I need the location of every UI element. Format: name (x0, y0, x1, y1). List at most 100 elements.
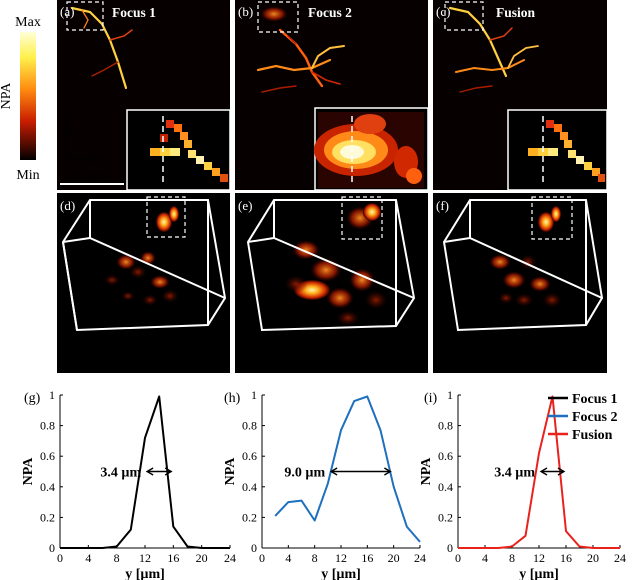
chart-g-y-tick-label: 0.2 (40, 510, 55, 524)
panel-f-roi-box (531, 196, 573, 240)
panel-f: (f) (433, 193, 607, 373)
panel-b-inset (314, 107, 429, 191)
chart-g-x-tick-label: 16 (167, 551, 179, 565)
panel-d-background (57, 193, 230, 373)
panel-f-cloud (489, 206, 562, 308)
chart-h-x-label: y [µm] (321, 567, 361, 580)
panel-c-letter: (c) (436, 4, 450, 19)
scale-axes-arrows (61, 122, 100, 163)
panel-e-roi-box (341, 196, 383, 240)
chart-i-x-tick-label: 4 (482, 551, 488, 565)
chart-h-x-tick-label: 20 (388, 551, 400, 565)
chart-h-x-tick-label: 0 (259, 551, 265, 565)
chart-g-y-tick-label: 1 (49, 388, 55, 402)
chart-g-x-label: y [µm] (125, 567, 165, 580)
chart-h-y-tick-label: 0.2 (242, 510, 257, 524)
chart-h-y-tick-label: 0.8 (242, 419, 257, 433)
scale-indicator: y x 20 µm (60, 108, 124, 185)
chart-h-x-tick-label: 8 (312, 551, 318, 565)
chart-h-y-tick-label: 0.6 (242, 449, 257, 463)
chart-g-y-tick-label: 0.8 (40, 419, 55, 433)
chart-i-annotation: 3.4 µm (494, 466, 535, 481)
scale-axis-y: y (66, 108, 73, 123)
chart-i-y-tick-label: 0.8 (438, 419, 453, 433)
chart-h-y-label: NPA (223, 457, 238, 486)
panel-e: (e) (235, 193, 428, 373)
legend: Focus 1 Focus 2 Fusion (548, 392, 618, 443)
middle-row-panels: (d) (e) (57, 193, 607, 373)
chart-i-y-tick-label: 0.6 (438, 449, 453, 463)
panel-f-letter: (f) (436, 198, 449, 213)
panel-d-cloud (104, 206, 179, 306)
panel-c-vessels (448, 6, 539, 93)
chart-h-x-tick-label: 4 (285, 551, 291, 565)
colorbar: Max Min NPA (0, 15, 41, 183)
panel-e-cloud (284, 203, 388, 326)
legend-label-focus-2: Focus 2 (572, 410, 618, 425)
panel-a-title: Focus 1 (112, 5, 156, 20)
chart-g-y-tick-label: 0 (49, 541, 55, 555)
chart-g-x-tick-label: 12 (139, 551, 151, 565)
chart-i-fwhm-arrowhead-right (557, 467, 566, 476)
chart-g-fwhm-arrowhead-left (145, 467, 154, 476)
panel-b: (b) Focus 2 (235, 0, 429, 191)
chart-g-panel-letter: (g) (24, 391, 41, 406)
panel-d-bounding-box (61, 199, 227, 332)
panel-c-inset (507, 109, 608, 191)
chart-i-x-tick-label: 24 (614, 551, 626, 565)
chart-g: 0 4 8 12 16 20 24 0 0.2 0.4 0.6 0.8 1 y [µm] NPA (g) 3.4… (21, 388, 236, 580)
chart-h-series-line (274, 395, 421, 543)
colorbar-max-label: Max (15, 15, 41, 30)
chart-h-x-tick-label: 16 (361, 551, 373, 565)
top-row-panels: (a) Focus 1 (57, 0, 608, 191)
legend-label-fusion: Fusion (572, 428, 613, 443)
panel-a: (a) Focus 1 (57, 0, 231, 191)
chart-g-annotation: 3.4 µm (100, 466, 141, 481)
panel-d-letter: (d) (60, 198, 75, 213)
chart-g-x-tick-label: 4 (85, 551, 91, 565)
chart-i-x-label: y [µm] (519, 567, 559, 580)
chart-i-y-tick-label: 0 (447, 541, 453, 555)
chart-h-panel-letter: (h) (224, 391, 241, 406)
colorbar-gradient (20, 32, 36, 160)
panel-d: (d) (57, 193, 230, 373)
chart-h-y-tick-label: 0.4 (242, 480, 257, 494)
chart-h: 0 4 8 12 16 20 24 0 0.2 0.4 0.6 0.8 1 y [µm] NPA (h) 9.0… (223, 388, 426, 580)
chart-i-fwhm-arrowhead-left (539, 467, 548, 476)
panel-a-letter: (a) (60, 4, 74, 19)
panel-b-letter: (b) (238, 4, 253, 19)
line-charts: 0 4 8 12 16 20 24 0 0.2 0.4 0.6 0.8 1 y [µm] NPA (g) 3.4… (21, 388, 626, 580)
chart-i-y-tick-label: 1 (447, 388, 453, 402)
panel-b-title: Focus 2 (308, 5, 352, 20)
chart-i-y-tick-label: 0.2 (438, 510, 453, 524)
chart-g-y-label: NPA (21, 457, 36, 486)
chart-h-y-tick-label: 0 (251, 541, 257, 555)
panel-c: (c) Fusion (433, 0, 608, 191)
chart-g-x-tick-label: 8 (114, 551, 120, 565)
chart-g-x-tick-label: 24 (224, 551, 236, 565)
chart-h-fwhm-arrowhead-left (329, 467, 338, 476)
chart-h-fwhm-arrowhead-right (384, 467, 392, 476)
chart-h-y-tick-label: 1 (251, 388, 257, 402)
chart-g-y-tick-label: 0.6 (40, 449, 55, 463)
chart-i-panel-letter: (i) (424, 391, 438, 406)
chart-g-series-line (60, 395, 230, 549)
chart-i-y-label: NPA (419, 457, 434, 486)
chart-g-x-tick-label: 0 (57, 551, 63, 565)
chart-i-y-tick-label: 0.4 (438, 480, 453, 494)
chart-i-x-tick-label: 20 (587, 551, 599, 565)
scale-bar-label: 20 µm (70, 168, 104, 183)
panel-b-vessels (256, 6, 345, 93)
chart-g-x-tick-label: 20 (196, 551, 208, 565)
chart-g-y-tick-label: 0.4 (40, 480, 55, 494)
panel-a-inset (126, 109, 231, 191)
panel-a-roi-box (66, 1, 104, 31)
chart-h-x-tick-label: 12 (335, 551, 347, 565)
panel-d-roi-box (146, 196, 186, 238)
panel-e-bounding-box (246, 199, 416, 332)
chart-i: 0 4 8 12 16 20 24 0 0.2 0.4 0.6 0.8 1 y [µm] NPA (i) 3.4… (419, 388, 626, 580)
chart-g-fwhm-arrowhead-right (164, 467, 173, 476)
colorbar-title: NPA (0, 82, 14, 110)
chart-h-x-tick-label: 24 (414, 551, 426, 565)
